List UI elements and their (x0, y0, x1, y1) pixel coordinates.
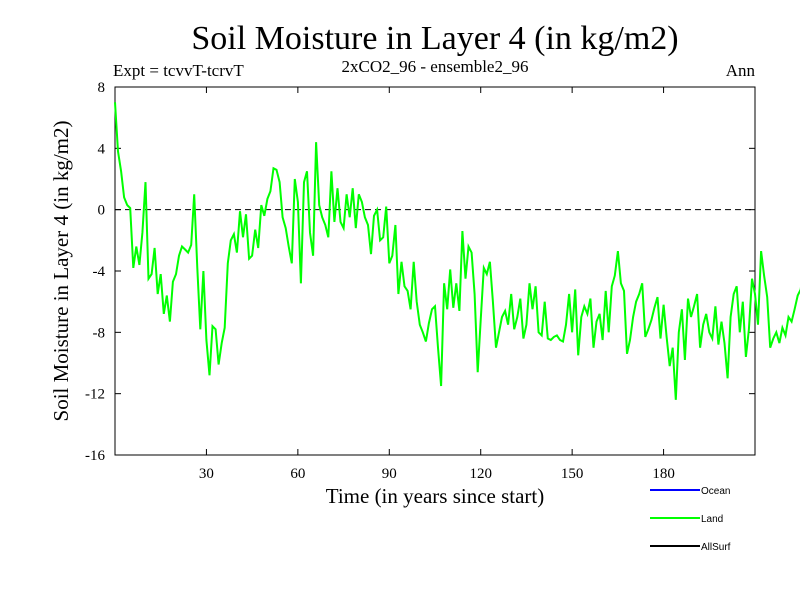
y-tick-label: -16 (85, 448, 105, 464)
x-tick-label: 180 (652, 466, 675, 482)
legend-label-ocean: Ocean (701, 486, 730, 497)
x-axis-ticks: 30 60 90 120 150 180 (199, 87, 675, 482)
y-tick-label: 4 (98, 141, 106, 157)
y-axis-ticks: 8 4 0 -4 -8 -12 -16 (85, 80, 755, 464)
y-tick-label: 8 (98, 80, 106, 96)
legend-label-allsurf: AllSurf (701, 542, 731, 553)
x-axis-label: Time (in years since start) (326, 484, 545, 508)
plot-frame (114, 86, 756, 456)
y-tick-label: -4 (93, 264, 106, 280)
experiment-label: Expt = tcvvT-tcrvT (113, 61, 244, 80)
x-tick-label: 120 (469, 466, 492, 482)
plot-area: 30 60 90 120 150 180 8 4 0 -4 -8 -12 -16 (85, 80, 800, 482)
season-label: Ann (726, 61, 756, 80)
y-tick-label: 0 (98, 203, 106, 219)
legend: Ocean Land AllSurf (650, 486, 731, 553)
x-tick-label: 150 (561, 466, 584, 482)
x-tick-label: 90 (382, 466, 397, 482)
x-tick-label: 30 (199, 466, 214, 482)
y-tick-label: -8 (93, 325, 106, 341)
chart-title: Soil Moisture in Layer 4 (in kg/m2) (191, 20, 678, 57)
series-line-land (114, 102, 800, 400)
legend-label-land: Land (701, 514, 723, 525)
x-tick-label: 60 (290, 466, 305, 482)
y-tick-label: -12 (85, 387, 105, 403)
y-axis-label: Soil Moisture in Layer 4 (in kg/m2) (49, 121, 73, 422)
chart-subtitle: 2xCO2_96 - ensemble2_96 (342, 57, 529, 76)
